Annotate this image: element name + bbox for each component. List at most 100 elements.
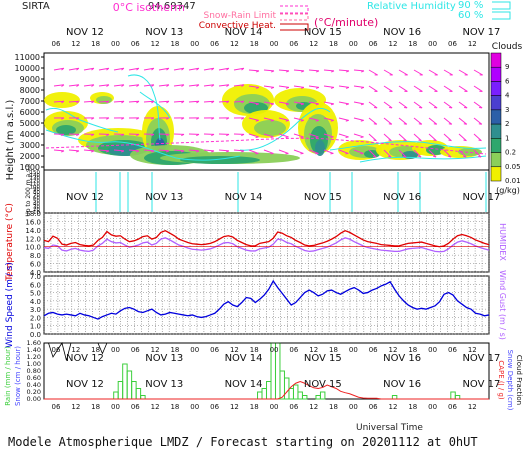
- wind-vector: [353, 149, 364, 154]
- colorbar-swatch: [490, 52, 502, 68]
- hour-label: 06: [210, 403, 219, 411]
- wind-vector: [308, 69, 320, 72]
- wind-vector: [173, 67, 184, 71]
- colorbar-swatch: [490, 166, 502, 182]
- cloud-blob: [315, 140, 325, 156]
- wind-vector-head: [448, 139, 452, 142]
- wind-vector: [233, 100, 245, 103]
- colorbar-swatch: [490, 138, 502, 153]
- coord-label: 94.69347: [148, 1, 196, 12]
- legend-snow-rain: Snow-Rain Limit: [204, 11, 277, 21]
- humidity-contour: [139, 91, 171, 119]
- wind-vector: [413, 101, 423, 109]
- wind-vector: [443, 117, 453, 125]
- hour-label: 18: [170, 403, 179, 411]
- wind-vector-head: [136, 133, 140, 137]
- low-height-tick-label: 70: [33, 193, 40, 199]
- day-label: NOV 14: [225, 379, 263, 390]
- wind-vector: [113, 67, 124, 71]
- wind-vector: [143, 149, 155, 152]
- day-label: NOV 16: [383, 192, 421, 203]
- ytick-label: 4.0: [30, 298, 41, 306]
- wind-vector-head: [91, 117, 95, 120]
- wind-vector: [248, 85, 259, 88]
- wind-vector-head: [151, 84, 155, 87]
- cloud-blob: [458, 148, 482, 156]
- hour-label: 06: [289, 346, 298, 354]
- ytick-label: 3.0: [30, 306, 41, 314]
- wind-vector-head: [330, 119, 334, 122]
- hour-label: 12: [389, 403, 398, 411]
- wind-vector-head: [106, 100, 110, 104]
- temperature-panel-group: 4.06.08.010.012.014.016.018.0 Temperature…: [5, 203, 507, 282]
- wind-vector-head: [136, 84, 140, 87]
- wind-vector-head: [106, 84, 110, 87]
- height-tick-label: 3000: [20, 141, 40, 150]
- ytick-label: 18.0: [25, 210, 41, 218]
- rain-bar: [319, 391, 326, 400]
- wind-vector: [248, 149, 259, 154]
- humidity-contour: [45, 107, 119, 133]
- wind-vector-head: [463, 123, 467, 125]
- colorbar-swatch: [490, 123, 502, 139]
- height-tick-label: 4000: [20, 130, 40, 139]
- wind-vector: [353, 69, 365, 72]
- wind-vector: [128, 84, 139, 87]
- wind-vector: [398, 149, 407, 158]
- precip-ytick-label: 1.20: [27, 353, 41, 361]
- wind-vector: [323, 69, 335, 72]
- wind-vector-head: [300, 103, 304, 106]
- height-tick-label: 7000: [20, 97, 40, 106]
- wind-vector-head: [226, 150, 230, 153]
- wind-vector-head: [241, 150, 245, 153]
- wind-vector-head: [403, 123, 407, 125]
- wind-vector-head: [166, 100, 170, 104]
- wind-vector: [458, 149, 467, 158]
- hour-label: 06: [52, 40, 61, 48]
- wind-vector-head: [361, 70, 365, 73]
- wind-vector-head: [285, 103, 289, 106]
- wind-vector-head: [121, 100, 125, 104]
- humidity-contour: [329, 141, 487, 151]
- hour-label: 18: [329, 40, 338, 48]
- wind-vector: [338, 149, 349, 154]
- low-height-tick-label: 50: [33, 199, 40, 205]
- wind-vector-head: [181, 133, 185, 137]
- wind-vector: [368, 101, 378, 109]
- wind-vector: [368, 85, 378, 92]
- wind-vector-head: [181, 100, 185, 104]
- colorbar-swatch: [490, 152, 502, 168]
- wind-vector: [308, 117, 319, 121]
- wind-vector-head: [315, 86, 320, 89]
- wind-vector-head: [121, 117, 125, 120]
- wind-vector: [353, 101, 364, 105]
- wind-vector-head: [316, 70, 320, 73]
- wind-vector: [263, 149, 274, 154]
- wind-vector-head: [241, 100, 245, 104]
- wind-vector: [263, 117, 274, 121]
- wind-vector: [218, 149, 230, 152]
- colorbar-swatch: [490, 81, 502, 96]
- wind-vector: [323, 117, 334, 121]
- ytick-label: 12.0: [25, 235, 41, 243]
- hour-label: 06: [210, 346, 219, 354]
- wind-vector-head: [106, 67, 110, 71]
- hour-label: 18: [329, 403, 338, 411]
- wind-vector: [323, 101, 334, 105]
- hour-label: 06: [448, 346, 457, 354]
- wind-vector: [143, 100, 155, 103]
- wind-vector-head: [418, 139, 422, 142]
- wind-vector: [263, 69, 275, 72]
- wind-vector: [233, 149, 245, 152]
- humidity-90-swatch: [492, 1, 511, 10]
- wind-vector: [203, 84, 214, 87]
- hour-label: 18: [408, 40, 417, 48]
- wind-vector: [98, 84, 109, 87]
- wind-vector-head: [360, 103, 364, 106]
- wind-vector: [158, 149, 170, 152]
- wind-vector: [203, 149, 215, 152]
- wind-vector: [278, 69, 290, 72]
- colorbar-label: 0.01: [505, 177, 521, 185]
- wind-vector: [473, 85, 483, 92]
- day-label: NOV 14: [225, 353, 263, 364]
